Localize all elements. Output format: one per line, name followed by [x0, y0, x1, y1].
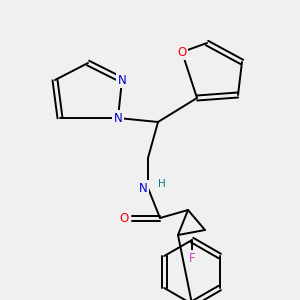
- Text: N: N: [118, 74, 126, 86]
- Text: N: N: [114, 112, 122, 124]
- Text: F: F: [189, 251, 195, 265]
- Text: O: O: [177, 46, 187, 59]
- Text: O: O: [119, 212, 129, 224]
- Text: N: N: [139, 182, 147, 194]
- Text: H: H: [158, 179, 166, 189]
